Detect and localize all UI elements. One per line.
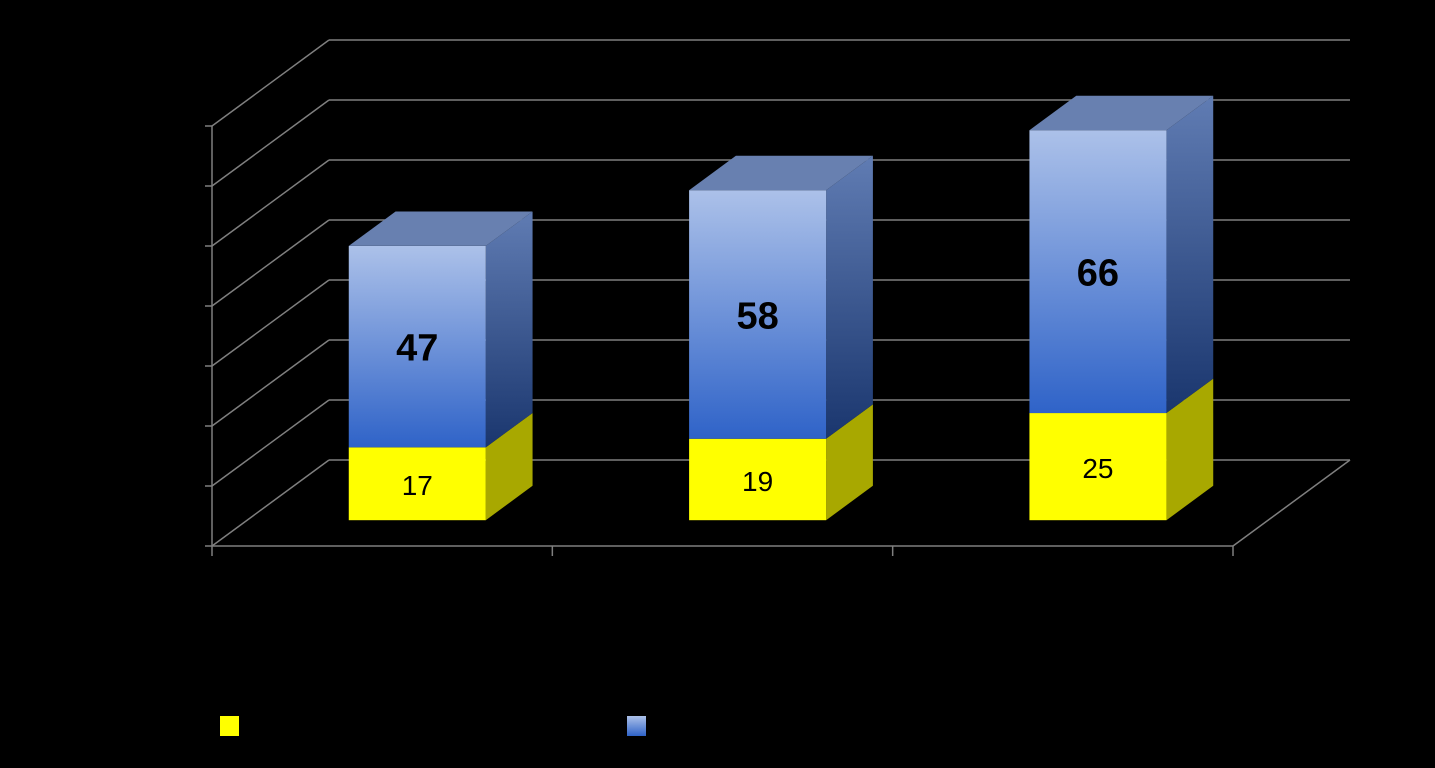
data-label: 66 [1077,253,1119,295]
data-label: 17 [402,470,433,501]
data-label: 47 [396,328,438,370]
grid-line-side [211,219,330,307]
bar-side [1166,378,1214,521]
floor-edge [1232,459,1351,547]
bar [1029,130,1167,414]
bar-side [1166,95,1214,414]
bar [348,245,486,448]
grid-line-side [211,159,330,247]
bar-top [1029,95,1214,131]
bar-top [689,155,873,191]
legend-swatch [627,716,646,736]
bar-side [826,155,873,439]
bar-side [485,412,533,521]
grid-line-side [211,399,330,487]
legend-swatch [220,716,239,736]
grid-line-side [211,99,330,187]
bar-side [826,404,873,521]
data-label: 58 [736,296,778,338]
bar-side [485,211,533,448]
bar [348,447,486,521]
grid-line-side [211,459,330,547]
bar [1029,413,1167,521]
grid-line-side [211,339,330,427]
grid-line-side [211,39,330,127]
data-label: 25 [1082,453,1113,484]
data-label: 19 [742,466,773,497]
grid-line-side [211,279,330,367]
bar [689,438,827,521]
bar-top [348,211,533,246]
bar [689,190,827,439]
